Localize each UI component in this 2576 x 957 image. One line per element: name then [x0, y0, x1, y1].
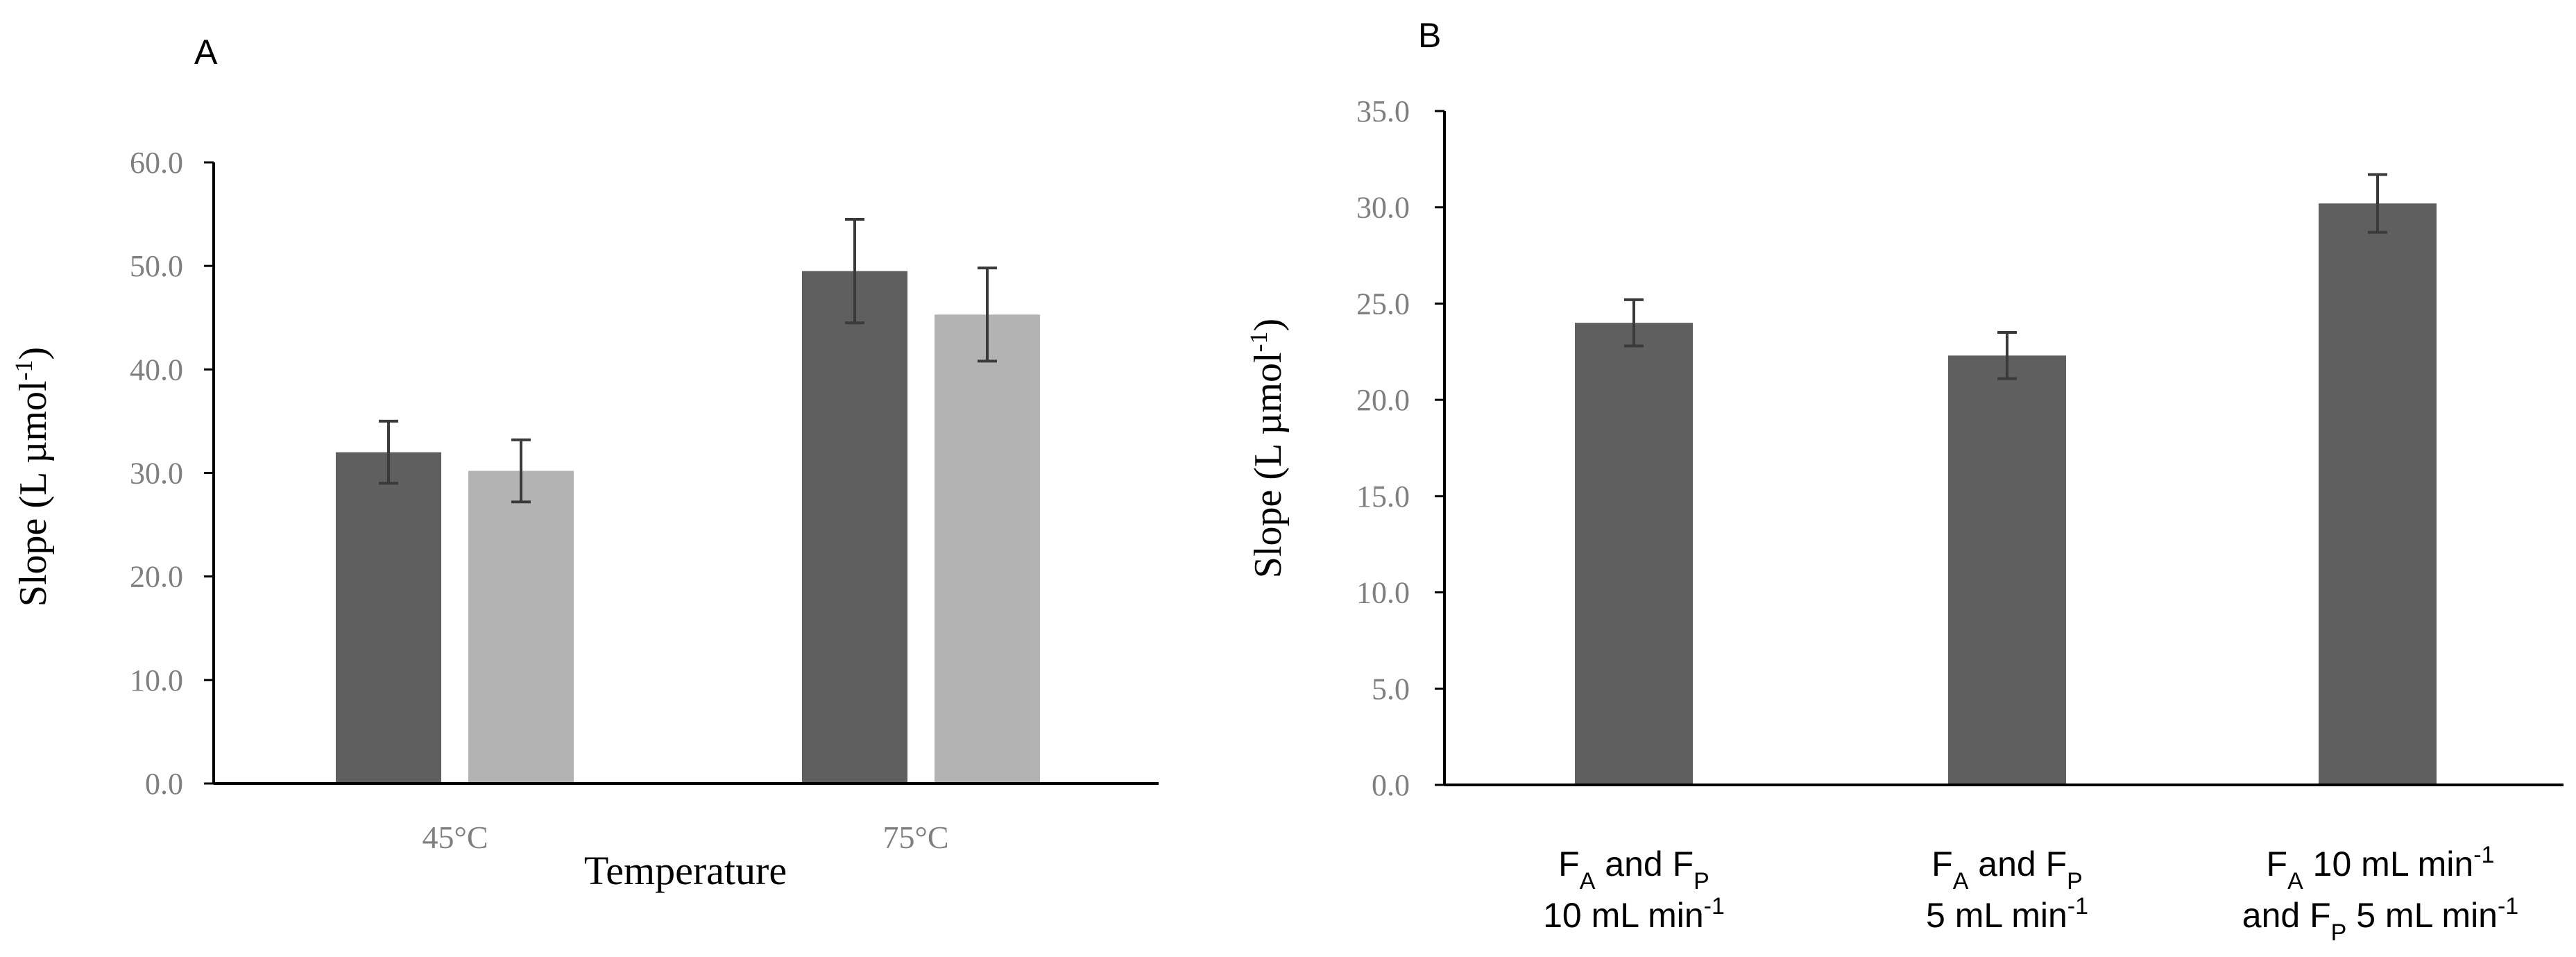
bar-1-1: [1575, 323, 1693, 786]
x-tick-label: FA and FP: [1931, 845, 2083, 895]
panel-b-label: B: [1418, 16, 1441, 55]
x-tick-label: 45°C: [422, 820, 488, 855]
panel-b-y-tick-labels: 0.0 5.0 10.0 15.0 20.0 25.0 30.0 35.0: [1356, 94, 1444, 802]
y-tick-label: 0.0: [1372, 768, 1410, 802]
bar-1-3: [2319, 203, 2437, 785]
y-tick-label: 20.0: [130, 560, 183, 594]
y-tick-label: 50.0: [130, 249, 183, 283]
y-tick-label: 40.0: [130, 353, 183, 387]
bar-2-2: [935, 314, 1040, 784]
panel-a-bars: [336, 271, 1040, 784]
y-tick-label: 10.0: [130, 663, 183, 697]
bar-1-2: [802, 271, 907, 784]
panel-b-y-axis-title: Slope (L µmol-1): [1245, 319, 1290, 578]
x-tick-label: FA and FP: [1558, 845, 1709, 895]
bar-1-1: [336, 452, 441, 784]
y-tick-label: 5.0: [1372, 672, 1410, 706]
panel-a-chart: A 0.0 10.0 20.0 30.0 40.0 50.0 60.0 45°C 75°C T…: [10, 33, 1159, 893]
x-tick-label: FA 10 mL min-1: [2267, 842, 2495, 895]
y-tick-label: 30.0: [130, 457, 183, 491]
y-tick-label: 35.0: [1356, 94, 1410, 128]
panel-a-y-axis-title: Slope (L µmol-1): [10, 347, 55, 607]
y-tick-label: 20.0: [1356, 383, 1410, 417]
y-tick-label: 15.0: [1356, 480, 1410, 514]
x-tick-label: 5 mL min-1: [1926, 893, 2088, 935]
y-tick-label: 25.0: [1356, 287, 1410, 321]
panel-b-bars: [1575, 203, 2437, 786]
panel-a-x-axis-title: Temperature: [584, 848, 787, 893]
y-tick-label: 0.0: [145, 767, 183, 801]
bar-1-2: [1948, 355, 2066, 785]
panel-b-error-bars: [1624, 173, 2387, 380]
y-tick-label: 10.0: [1356, 576, 1410, 610]
y-tick-label: 30.0: [1356, 191, 1410, 225]
panel-a-x-tick-labels: 45°C 75°C: [422, 820, 948, 855]
panel-a-y-tick-labels: 0.0 10.0 20.0 30.0 40.0 50.0 60.0: [130, 146, 214, 801]
x-tick-label: and FP 5 mL min-1: [2242, 893, 2518, 946]
panel-a-label: A: [194, 33, 218, 71]
bar-2-1: [468, 471, 574, 784]
panel-b-chart: B 0.0 5.0 10.0 15.0 20.0 25.0 30.0 35.0 FA and …: [1245, 16, 2564, 946]
x-tick-label: 75°C: [882, 820, 948, 855]
x-tick-label: 10 mL min-1: [1543, 893, 1725, 935]
panel-a-error-bars: [379, 218, 997, 504]
y-tick-label: 60.0: [130, 146, 183, 180]
